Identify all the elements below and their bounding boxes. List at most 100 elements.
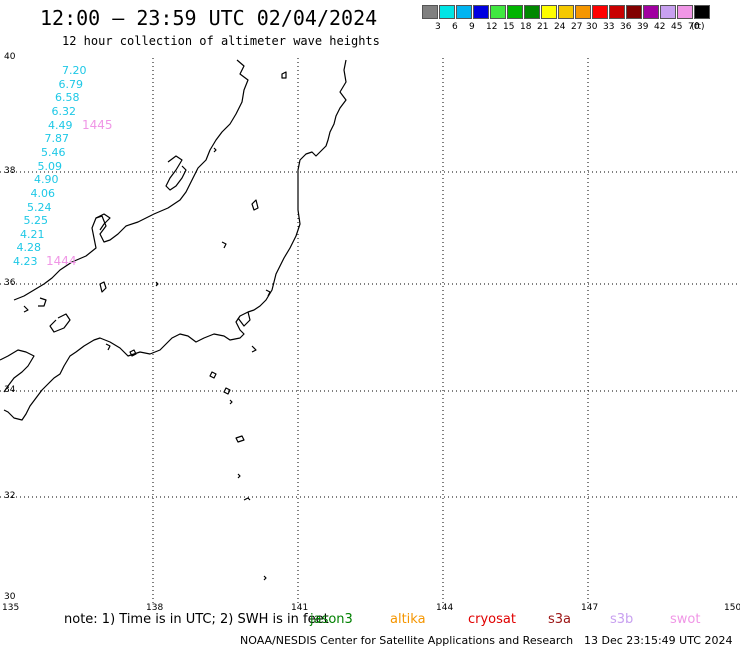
legend-swatch [422,5,438,19]
legend-swatch [456,5,472,19]
pass-time-label: 1444 [46,254,77,269]
wave-height-label: 5.46 [41,145,66,159]
lake-small-1 [281,71,287,79]
legend-swatch [439,5,455,19]
satellite-label-jason3: jason3 [310,612,353,627]
legend-swatch [694,5,710,19]
wave-height-label: 4.21 [20,227,45,241]
legend-label: 33 [603,22,615,32]
footer-timestamp: 13 Dec 23:15:49 UTC 2024 [584,634,733,647]
lat-lon-grid [0,58,740,604]
color-legend: 3 6 9 12 15 18 21 24 27 30 33 36 39 42 45 70 (ft) [422,5,711,32]
legend-swatch [609,5,625,19]
wave-height-label: 7.20 [62,64,87,77]
legend-labels: 3 6 9 12 15 18 21 24 27 30 33 36 39 42 45 70 (ft) [422,22,740,34]
legend-swatches [422,5,711,19]
wave-height-label: 6.79 [58,77,84,91]
legend-swatch [626,5,642,19]
legend-label: 3 [435,22,441,32]
island-oshima [251,345,257,353]
satellite-label-altika: altika [390,612,426,627]
lon-label-144: 144 [436,603,454,613]
wave-height-label: 4.49 [48,118,73,132]
legend-label: 6 [452,22,458,32]
satellite-label-swot: swot [670,612,701,627]
legend-swatch [558,5,574,19]
legend-label: 12 [486,22,498,32]
pass-time-label: 1445 [82,117,113,132]
lat-label-30: 30 [4,592,16,602]
legend-swatch [490,5,506,19]
legend-swatch [524,5,540,19]
legend-swatch [507,5,523,19]
island-izu-3 [229,399,233,405]
lat-label-38: 38 [4,166,16,176]
legend-swatch [677,5,693,19]
island-izu-2 [223,387,231,395]
lake-inawashiro [251,199,259,211]
legend-label: 45 [671,22,683,32]
lat-label-32: 32 [4,491,16,501]
wave-height-label: 5.09 [37,159,63,173]
satellite-label-s3b: s3b [610,612,634,627]
lake-kasumigaura [265,289,271,297]
coastline-noto [95,213,111,231]
wave-height-label: 4.28 [16,241,42,255]
legend-label: 39 [637,22,649,32]
map-title: 12:00 — 23:59 UTC 02/04/2024 [40,6,378,30]
dot-island [213,147,217,153]
island-smith [243,497,251,501]
legend-swatch [575,5,591,19]
coastline [0,59,347,581]
lat-label-40: 40 [4,52,16,62]
wave-height-label: 4.90 [34,173,59,187]
legend-label: 27 [571,22,583,32]
dot-island-3 [129,349,137,357]
legend-label: 42 [654,22,666,32]
wave-height-label: 4.23 [13,255,38,269]
island-sado [165,155,187,191]
lon-label-141: 141 [291,603,309,613]
lon-label-138: 138 [146,603,164,613]
lat-label-36: 36 [4,278,16,288]
legend-swatch [541,5,557,19]
lat-label-34: 34 [4,385,16,395]
island-awaji [49,313,71,333]
map-subtitle: 12 hour collection of altimeter wave hei… [62,34,380,48]
units-note: note: 1) Time is in UTC; 2) SWH is in fe… [64,612,329,627]
legend-label: 15 [503,22,515,32]
satellite-label-cryosat: cryosat [468,612,516,627]
island-aogashima [237,473,241,479]
legend-label: 36 [620,22,632,32]
lake-biwa [99,281,107,293]
legend-label: 70 [688,22,700,32]
island-sofu [263,575,267,581]
coastline-honshu-west [13,59,249,301]
satellite-label-s3a: s3a [548,612,572,627]
lon-label-147: 147 [581,603,599,613]
island-small-2 [23,305,29,313]
wave-height-label: 5.25 [23,214,49,228]
wave-height-label: 4.06 [30,186,56,200]
wave-height-label: 6.32 [51,104,77,118]
legend-label: 9 [469,22,475,32]
legend-label: 21 [537,22,549,32]
legend-swatch [643,5,659,19]
lon-label-135: 135 [2,603,20,613]
island-small-1 [38,297,47,307]
legend-swatch [592,5,608,19]
island-izu-1 [209,371,217,379]
coastline-shikoku [0,349,35,393]
lon-label-150: 150 [724,603,740,613]
legend-swatch [473,5,489,19]
wave-height-label: 6.58 [55,91,80,105]
legend-label: 24 [554,22,566,32]
footer-credit: NOAA/NESDIS Center for Satellite Applica… [240,634,574,647]
dot-island-2 [155,281,159,287]
legend-swatch [660,5,676,19]
legend-label: 18 [520,22,532,32]
wave-height-label: 7.87 [44,132,70,146]
lake-small-2 [221,241,227,249]
legend-label: 30 [586,22,598,32]
